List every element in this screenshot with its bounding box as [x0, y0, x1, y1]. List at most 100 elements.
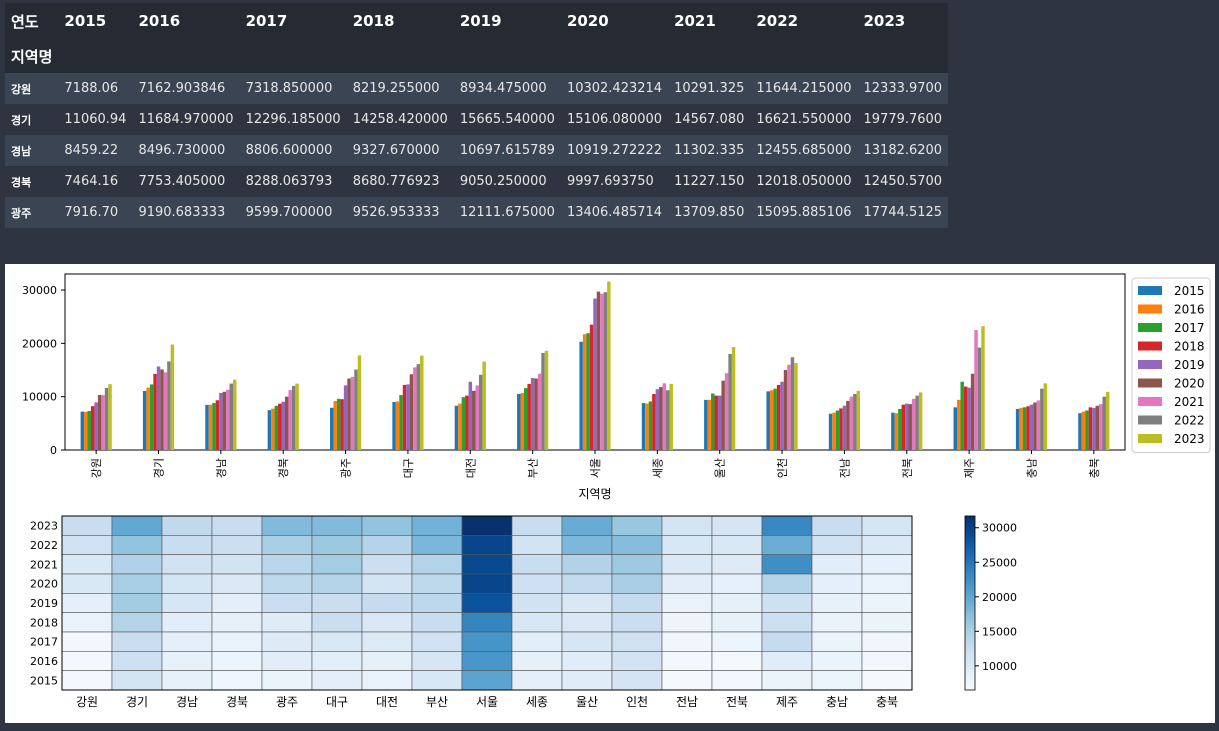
bar-광주-2021 — [350, 376, 355, 450]
heatmap-cell — [211, 631, 263, 652]
heatmap-cell — [311, 535, 363, 555]
table-cell: 7916.70 — [64, 205, 119, 220]
table-cell: 12111.675000 — [459, 205, 555, 220]
bar-경북-2016 — [271, 408, 275, 450]
y-tick-label: 0 — [50, 444, 57, 457]
heatmap-cell — [561, 535, 613, 555]
legend-label-2016: 2016 — [1174, 303, 1205, 317]
heatmap-cell — [661, 593, 713, 613]
table-cell: 8459.22 — [64, 143, 119, 158]
y-tick-label: 20000 — [22, 337, 57, 350]
heatmap-cell — [211, 651, 263, 671]
bar-대구-2022 — [416, 364, 421, 450]
bar-서울-2022 — [603, 292, 608, 450]
heatmap-cell — [361, 651, 413, 671]
bar-충북-2016 — [1081, 411, 1086, 450]
heatmap-cell — [861, 515, 913, 536]
heatmap-cell — [611, 515, 663, 536]
table-cell: 13406.485714 — [566, 205, 663, 220]
heatmap-cell — [461, 631, 513, 652]
heatmap-cell — [761, 670, 813, 691]
header-empty-cell — [560, 39, 669, 73]
bar-전남-2021 — [849, 396, 854, 450]
legend-label-2023: 2023 — [1174, 432, 1205, 446]
bar-충남-2018 — [1026, 406, 1030, 450]
y-tick-label: 10000 — [22, 391, 57, 404]
table-cell: 11302.335 — [674, 143, 745, 158]
bar-충북-2022 — [1102, 396, 1106, 450]
bar-제주-2019 — [967, 387, 971, 450]
header-empty-cell — [857, 39, 949, 73]
heatmap-x-tick-label: 전북 — [726, 695, 748, 709]
table-cell: 12333.9700 — [863, 81, 943, 96]
header-empty-cell — [668, 39, 751, 73]
heatmap-cell — [311, 612, 363, 633]
bar-제주-2016 — [956, 399, 961, 450]
bar-경남-2020 — [222, 391, 227, 450]
heatmap-cell — [61, 612, 113, 633]
heatmap-x-tick-label: 충북 — [876, 695, 898, 709]
table-cell: 7318.850000 — [245, 81, 333, 96]
bar-충남-2019 — [1029, 404, 1034, 450]
bar-세종-2022 — [666, 390, 670, 450]
bar-대구-2023 — [420, 355, 424, 450]
heatmap-cell — [761, 612, 813, 633]
bar-경기-2018 — [153, 373, 157, 450]
bar-부산-2021 — [537, 373, 542, 450]
legend-swatch-2016 — [1138, 304, 1162, 314]
table-cell: 12296.185000 — [245, 112, 341, 127]
heatmap-cell — [611, 612, 663, 633]
table-cell: 14258.420000 — [352, 112, 448, 127]
legend-label-2019: 2019 — [1174, 358, 1205, 372]
heatmap-cell — [211, 593, 263, 613]
legend-swatch-2015 — [1138, 286, 1162, 295]
heatmap-cell — [111, 573, 163, 594]
bar-울산-2022 — [728, 354, 732, 450]
heatmap-cell — [661, 535, 713, 555]
heatmap-cell — [661, 554, 713, 575]
table-cell: 13182.6200 — [863, 143, 943, 158]
heatmap-x-tick-label: 경기 — [126, 695, 148, 709]
table-cell: 8219.255000 — [352, 81, 440, 96]
bar-울산-2016 — [707, 399, 712, 450]
bar-경기-2023 — [170, 344, 175, 450]
header-year-2023: 2023 — [857, 3, 949, 39]
bar-강원-2017 — [87, 410, 91, 450]
heatmap-cell — [211, 670, 263, 691]
row-region-label: 경북 — [11, 175, 32, 189]
bar-경기-2017 — [149, 384, 154, 450]
heatmap-cell — [311, 554, 363, 575]
bar-대구-2019 — [406, 384, 410, 450]
bar-대구-2015 — [392, 402, 396, 450]
table-cell: 8496.730000 — [138, 143, 226, 158]
heatmap-cell — [161, 573, 213, 594]
bar-충북-2017 — [1085, 410, 1089, 450]
bar-충남-2022 — [1040, 388, 1044, 450]
table-cell: 8806.600000 — [245, 143, 333, 158]
table-cell: 11644.215000 — [756, 81, 852, 96]
bar-광주-2020 — [347, 378, 351, 450]
heatmap-cell — [361, 554, 413, 575]
heatmap-cell — [761, 593, 813, 613]
bar-전남-2023 — [856, 390, 860, 450]
heatmap-chart: 2023 2022 2021 2020 2019 2018 2017 2016 2015 강원 경기… — [30, 515, 1017, 709]
bar-광주-2023 — [357, 355, 362, 450]
table-cell: 9190.683333 — [138, 205, 226, 220]
heatmap-cell — [561, 515, 613, 536]
bar-인천-2023 — [794, 363, 798, 450]
heatmap-cell — [711, 670, 763, 691]
header-empty-cell — [750, 39, 858, 73]
heatmap-cell — [461, 612, 513, 633]
bar-부산-2018 — [527, 383, 531, 450]
heatmap-cell — [161, 593, 213, 613]
bar-부산-2022 — [541, 352, 545, 450]
heatmap-cell — [211, 612, 263, 633]
bar-대전-2016 — [458, 403, 462, 450]
heatmap-cell — [511, 651, 563, 671]
table-cell: 9997.693750 — [566, 174, 654, 189]
bar-서울-2016 — [582, 334, 587, 450]
heatmap-cell — [311, 670, 363, 691]
bar-경기-2015 — [142, 391, 147, 450]
heatmap-x-tick-label: 광주 — [276, 695, 298, 709]
heatmap-cell — [861, 593, 913, 613]
